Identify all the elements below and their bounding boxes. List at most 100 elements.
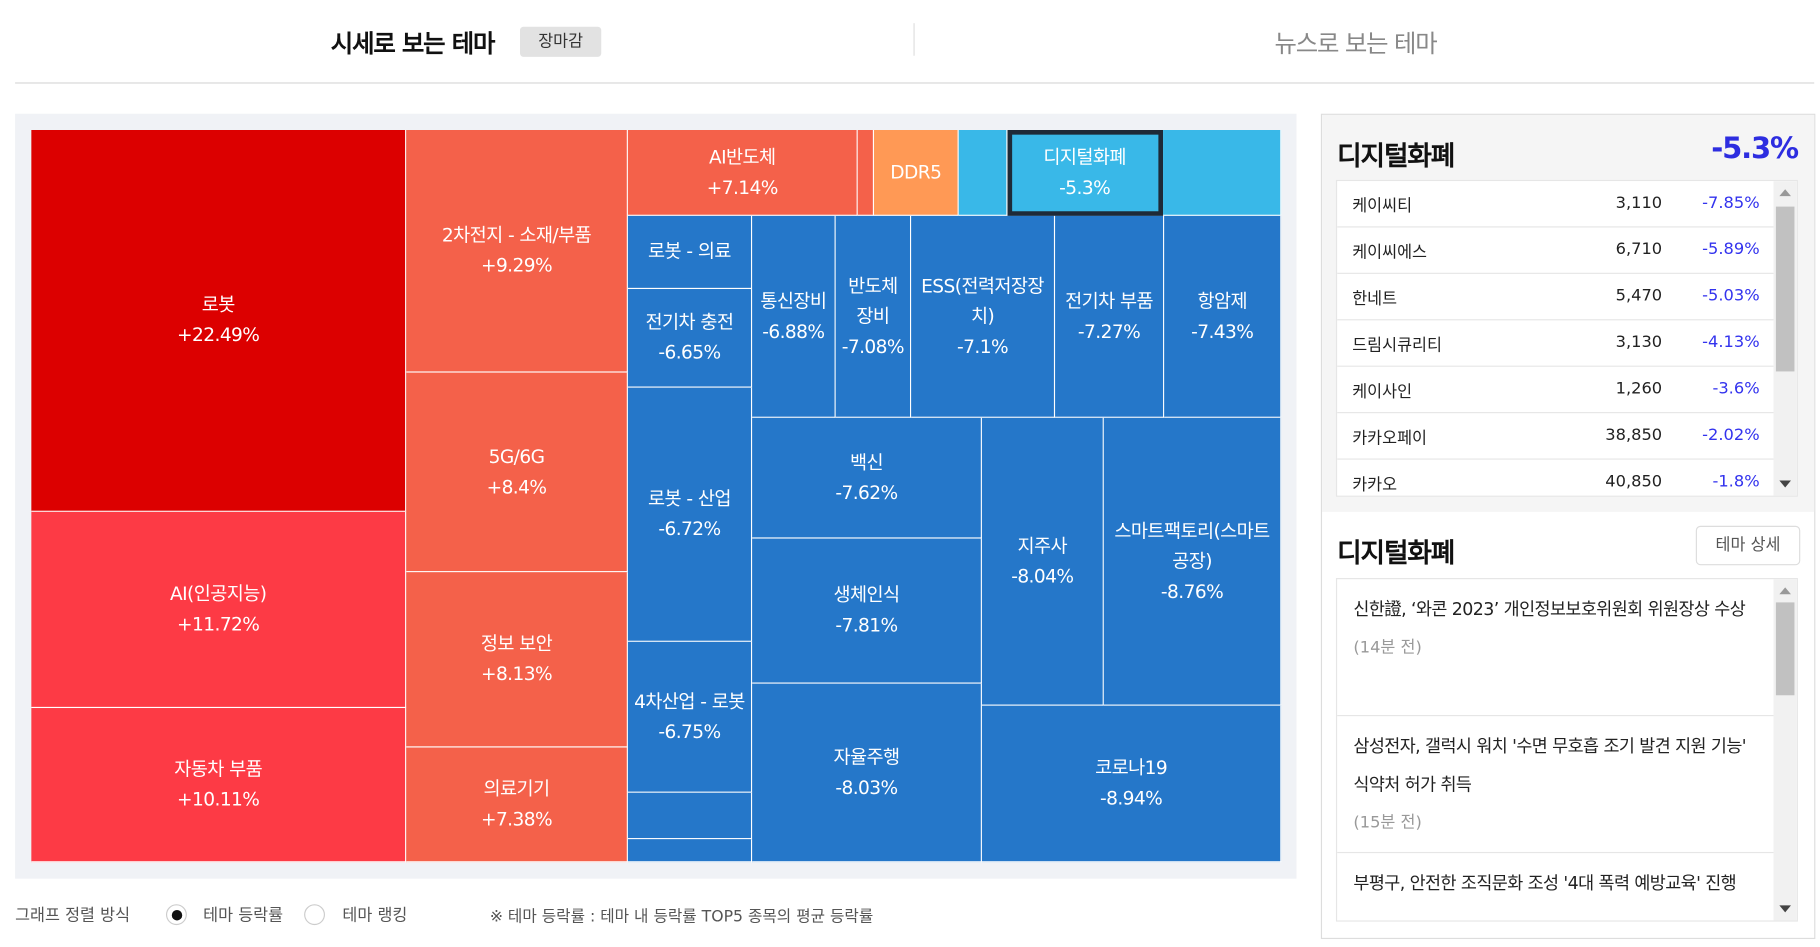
- stock-price: 3,110: [1615, 193, 1663, 213]
- tile-name: 자율주행: [833, 745, 900, 768]
- tile-holding-company[interactable]: 지주사 -8.04%: [981, 417, 1104, 706]
- tile-medical-devices[interactable]: 의료기기 +7.38%: [406, 747, 628, 863]
- rate-note: ※ 테마 등락률 : 테마 내 등락률 TOP5 종목의 평균 등락률: [489, 907, 874, 927]
- news-title[interactable]: 삼성전자, 갤럭시 워치 '수면 무호흡 조기 발견 지원 기능' 식약처 허가…: [1353, 735, 1747, 796]
- tile-biometrics[interactable]: 생체인식 -7.81%: [752, 538, 982, 684]
- tile-name: 자동차 부품: [174, 757, 263, 780]
- stock-change: -5.89%: [1702, 240, 1760, 259]
- tile-ddr5[interactable]: DDR5: [874, 129, 959, 216]
- tab-news-theme[interactable]: 뉴스로 보는 테마: [1274, 30, 1437, 59]
- tile-ess[interactable]: ESS(전력저장장치) -7.1%: [911, 215, 1056, 418]
- theme-title: 디지털화폐: [1337, 141, 1455, 172]
- tile-rate: -6.65%: [658, 341, 721, 364]
- news-item[interactable]: 삼성전자, 갤럭시 워치 '수면 무호흡 조기 발견 지원 기능' 식약처 허가…: [1337, 716, 1774, 854]
- stock-row[interactable]: 드림시큐리티 3,130 -4.13%: [1337, 320, 1774, 367]
- stock-list: 케이씨티 3,110 -7.85% 케이씨에스 6,710 -5.89% 한네트 5,47…: [1335, 179, 1798, 497]
- theme-detail-button[interactable]: 테마 상세: [1695, 525, 1801, 566]
- stock-price: 5,470: [1615, 286, 1663, 306]
- stock-list-scrollbar[interactable]: [1773, 181, 1797, 496]
- tile-unlabeled[interactable]: [958, 129, 1008, 216]
- tile-smart-factory[interactable]: 스마트팩토리(스마트공장) -8.76%: [1103, 417, 1282, 706]
- tile-autonomous-driving[interactable]: 자율주행 -8.03%: [752, 683, 982, 863]
- news-title[interactable]: 신한證, ‘와콘 2023’ 개인정보보호위원회 위원장상 수상: [1353, 598, 1746, 620]
- option-theme-rank-label[interactable]: 테마 랭킹: [342, 906, 408, 926]
- tile-security[interactable]: 정보 보안 +8.13%: [406, 572, 628, 748]
- scroll-down-icon[interactable]: [1779, 905, 1791, 913]
- tile-rate: -7.08%: [841, 334, 905, 357]
- tile-name: 스마트팩토리(스마트공장): [1114, 519, 1270, 572]
- tile-rate: -8.04%: [1011, 564, 1074, 587]
- tile-name: 디지털화폐: [1043, 145, 1126, 168]
- radio-theme-rank[interactable]: [304, 904, 325, 926]
- tile-ai[interactable]: AI(인공지능) +11.72%: [31, 511, 407, 709]
- tile-rate: -6.72%: [658, 517, 721, 540]
- stock-row[interactable]: 한네트 5,470 -5.03%: [1337, 274, 1774, 321]
- tile-name: DDR5: [890, 160, 942, 183]
- tile-auto-parts[interactable]: 자동차 부품 +10.11%: [31, 708, 407, 863]
- stock-name: 케이씨에스: [1352, 243, 1427, 263]
- tile-vaccine[interactable]: 백신 -7.62%: [752, 417, 982, 539]
- news-title[interactable]: 부평구, 안전한 조직문화 조성 '4대 폭력 예방교육' 진행: [1353, 872, 1737, 894]
- tile-ev-charging[interactable]: 전기차 충전 -6.65%: [627, 289, 753, 388]
- tile-rate: -7.43%: [1191, 319, 1254, 342]
- scroll-up-icon[interactable]: [1779, 587, 1791, 595]
- tile-name: 항암제: [1197, 289, 1247, 312]
- stock-price: 40,850: [1605, 472, 1663, 491]
- stock-name: 한네트: [1352, 290, 1398, 309]
- stock-row[interactable]: 케이씨티 3,110 -7.85%: [1337, 181, 1774, 228]
- tile-covid19[interactable]: 코로나19 -8.94%: [981, 705, 1282, 863]
- sort-label: 그래프 정렬 방식: [15, 906, 131, 926]
- news-time: (15분 전): [1353, 813, 1422, 833]
- tab-price-theme[interactable]: 시세로 보는 테마: [330, 30, 496, 59]
- stock-name: 카카오: [1352, 475, 1398, 495]
- tile-anticancer[interactable]: 항암제 -7.43%: [1164, 215, 1282, 418]
- tile-robot-medical[interactable]: 로봇 - 의료: [627, 215, 753, 290]
- tile-4th-industry-robot[interactable]: 4차산업 - 로봇 -6.75%: [627, 641, 753, 793]
- tile-unlabeled[interactable]: [1163, 129, 1282, 216]
- news-time: (14분 전): [1353, 638, 1422, 657]
- scroll-down-icon[interactable]: [1779, 480, 1791, 488]
- tile-rate: +11.72%: [177, 612, 260, 635]
- scroll-thumb[interactable]: [1775, 206, 1795, 372]
- tile-rate: +7.14%: [706, 175, 779, 198]
- radio-theme-rate[interactable]: [165, 904, 187, 926]
- theme-detail-panel: 디지털화폐 -5.3% 케이씨티 3,110 -7.85% 케이씨에스 6,710 -5…: [1320, 113, 1816, 940]
- scroll-thumb[interactable]: [1775, 602, 1795, 696]
- news-item[interactable]: 부평구, 안전한 조직문화 조성 '4대 폭력 예방교육' 진행: [1337, 853, 1773, 920]
- scroll-up-icon[interactable]: [1779, 189, 1791, 197]
- tile-rate: -5.3%: [1059, 175, 1111, 198]
- tile-robot-industry[interactable]: 로봇 - 산업 -6.72%: [627, 387, 753, 642]
- theme-rate: -5.3%: [1711, 131, 1799, 165]
- tile-name: 통신장비: [760, 289, 827, 312]
- tile-rate: +8.4%: [486, 475, 547, 498]
- tile-battery[interactable]: 2차전지 - 소재/부품 +9.29%: [406, 129, 628, 373]
- tile-ev-parts[interactable]: 전기차 부품 -7.27%: [1055, 215, 1165, 418]
- news-item[interactable]: 신한證, ‘와콘 2023’ 개인정보보호위원회 위원장상 수상 (14분 전): [1337, 579, 1774, 717]
- stock-change: -3.6%: [1712, 379, 1760, 399]
- tile-robot[interactable]: 로봇 +22.49%: [31, 129, 407, 512]
- news-theme-title: 디지털화폐: [1337, 538, 1455, 569]
- tile-digital-currency[interactable]: 디지털화폐 -5.3%: [1007, 129, 1164, 216]
- stock-row[interactable]: 카카오페이 38,850 -2.02%: [1337, 413, 1774, 460]
- stock-name: 케이사인: [1352, 383, 1413, 402]
- news-list: 신한證, ‘와콘 2023’ 개인정보보호위원회 위원장상 수상 (14분 전) …: [1335, 578, 1798, 922]
- stock-row[interactable]: 카카오 40,850 -1.8%: [1337, 460, 1773, 496]
- stock-price: 38,850: [1605, 425, 1663, 445]
- tile-unlabeled[interactable]: [857, 129, 875, 216]
- tile-telecom-equipment[interactable]: 통신장비 -6.88%: [752, 215, 836, 418]
- market-status-badge: 장마감: [519, 26, 602, 57]
- tile-5g6g[interactable]: 5G/6G +8.4%: [406, 372, 628, 573]
- tile-name: 2차전지 - 소재/부품: [441, 224, 592, 247]
- tile-rate: -6.88%: [762, 319, 825, 342]
- tile-name: 전기차 부품: [1065, 289, 1153, 312]
- news-list-scrollbar[interactable]: [1773, 579, 1797, 921]
- tile-ai-semiconductor[interactable]: AI반도체 +7.14%: [627, 129, 858, 216]
- tab-divider: [913, 23, 915, 56]
- tile-semiconductor-equipment[interactable]: 반도체 장비 -7.08%: [835, 215, 912, 418]
- stock-row[interactable]: 케이사인 1,260 -3.6%: [1337, 367, 1774, 414]
- stock-row[interactable]: 케이씨에스 6,710 -5.89%: [1337, 227, 1774, 274]
- tile-unlabeled[interactable]: [627, 839, 753, 863]
- tile-unlabeled[interactable]: [627, 792, 753, 840]
- tile-rate: +22.49%: [177, 323, 260, 346]
- option-theme-rate-label[interactable]: 테마 등락률: [203, 906, 284, 926]
